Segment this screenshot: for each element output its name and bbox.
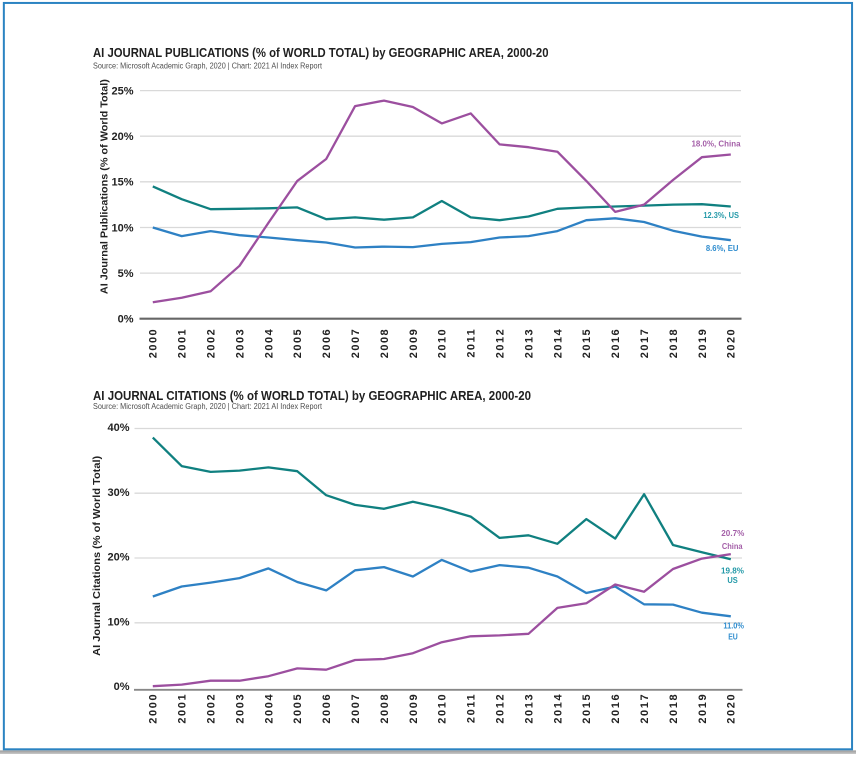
svg-text:20%: 20%: [107, 552, 129, 564]
svg-text:2010: 2010: [437, 328, 449, 358]
svg-text:2009: 2009: [408, 693, 420, 724]
svg-text:AI Journal Publications (% of: AI Journal Publications (% of World Tota…: [98, 79, 110, 294]
svg-text:25%: 25%: [111, 86, 133, 98]
svg-text:2016: 2016: [610, 693, 622, 724]
svg-text:2012: 2012: [495, 328, 507, 358]
svg-text:2002: 2002: [206, 328, 218, 358]
svg-text:AI JOURNAL CITATIONS (% of WOR: AI JOURNAL CITATIONS (% of WORLD TOTAL) …: [93, 388, 531, 403]
svg-text:2011: 2011: [466, 328, 478, 358]
svg-text:2007: 2007: [350, 328, 362, 358]
svg-text:2001: 2001: [177, 693, 189, 724]
svg-text:12.3%, US: 12.3%, US: [703, 210, 739, 220]
svg-text:US: US: [727, 575, 738, 585]
svg-text:30%: 30%: [107, 487, 129, 499]
svg-text:2005: 2005: [292, 328, 304, 358]
svg-text:2017: 2017: [639, 693, 651, 724]
svg-text:0%: 0%: [118, 314, 134, 326]
svg-text:10%: 10%: [111, 222, 133, 234]
svg-text:20%: 20%: [111, 131, 133, 143]
svg-text:8.6%, EU: 8.6%, EU: [706, 243, 739, 253]
svg-text:2006: 2006: [321, 328, 333, 358]
svg-text:2009: 2009: [408, 328, 420, 358]
svg-text:2001: 2001: [177, 328, 189, 358]
svg-text:2014: 2014: [552, 328, 564, 358]
svg-text:0%: 0%: [114, 681, 130, 693]
svg-text:2005: 2005: [292, 693, 304, 724]
svg-text:2014: 2014: [552, 693, 564, 724]
svg-text:2015: 2015: [581, 328, 593, 358]
svg-text:2018: 2018: [668, 693, 680, 724]
svg-text:2008: 2008: [379, 693, 391, 724]
svg-text:2013: 2013: [523, 693, 535, 724]
svg-text:2019: 2019: [697, 328, 709, 358]
svg-text:2006: 2006: [321, 693, 333, 724]
svg-text:AI JOURNAL PUBLICATIONS (% of: AI JOURNAL PUBLICATIONS (% of WORLD TOTA…: [93, 45, 549, 60]
svg-text:2017: 2017: [639, 328, 651, 358]
svg-text:Source: Microsoft Academic Gra: Source: Microsoft Academic Graph, 2020 |…: [93, 402, 323, 411]
svg-text:2020: 2020: [726, 693, 738, 724]
svg-text:2019: 2019: [697, 693, 709, 724]
svg-text:2010: 2010: [437, 693, 449, 724]
svg-text:2004: 2004: [263, 328, 275, 358]
svg-text:2003: 2003: [234, 693, 246, 724]
svg-text:2008: 2008: [379, 328, 391, 358]
svg-text:2002: 2002: [206, 693, 218, 724]
svg-text:2000: 2000: [148, 328, 160, 358]
svg-text:15%: 15%: [111, 177, 133, 189]
svg-text:2015: 2015: [581, 693, 593, 724]
svg-text:19.8%: 19.8%: [721, 566, 744, 576]
svg-text:2007: 2007: [350, 693, 362, 724]
svg-text:2003: 2003: [234, 328, 246, 358]
svg-text:20.7%: 20.7%: [721, 528, 744, 538]
svg-text:2013: 2013: [523, 328, 535, 358]
svg-text:18.0%, China: 18.0%, China: [692, 139, 741, 149]
svg-text:2016: 2016: [610, 328, 622, 358]
svg-text:2004: 2004: [263, 693, 275, 724]
svg-text:10%: 10%: [107, 616, 129, 628]
svg-text:EU: EU: [728, 632, 738, 642]
svg-text:2000: 2000: [148, 693, 160, 724]
svg-text:China: China: [722, 541, 743, 551]
svg-text:2012: 2012: [495, 693, 507, 724]
svg-text:2018: 2018: [668, 328, 680, 358]
svg-text:11.0%: 11.0%: [723, 621, 744, 631]
svg-text:5%: 5%: [118, 268, 134, 280]
svg-text:2020: 2020: [726, 328, 738, 358]
svg-text:Source: Microsoft Academic Gra: Source: Microsoft Academic Graph, 2020 |…: [93, 62, 323, 71]
svg-text:AI Journal Citations (% of Wor: AI Journal Citations (% of World Total): [91, 456, 103, 656]
svg-text:2011: 2011: [466, 693, 478, 723]
svg-text:40%: 40%: [107, 422, 129, 434]
